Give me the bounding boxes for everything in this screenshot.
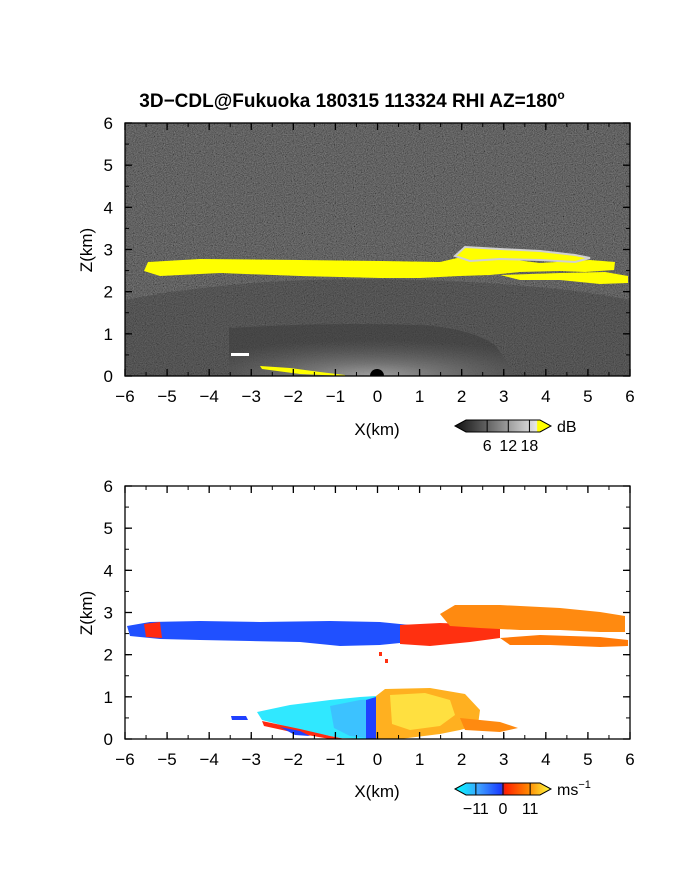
velocity-ylabel: Z(km) (77, 591, 96, 635)
velocity-colorbar-tick-label: 11 (522, 801, 539, 818)
reflectivity-ground-echo (260, 366, 345, 376)
reflectivity-colorbar-bar (453, 419, 553, 433)
velocity-boundary-west-core (330, 699, 376, 739)
velocity-x-tick-label: 3 (499, 750, 508, 769)
velocity-y-tick-label: 1 (104, 688, 113, 707)
velocity-ground-streak-blue (280, 727, 310, 736)
reflectivity-colorbar: 6 12 18 dB (453, 419, 577, 455)
velocity-colorbar-unit: ms−1 (557, 779, 591, 799)
velocity-y-tick-label: 5 (104, 519, 113, 538)
velocity-panel: −6 −5 −4 −3 −2 −1 0 1 2 3 4 5 6 0 1 2 3 4 5 6 X(km) Z(km) −… (77, 477, 635, 818)
velocity-x-tick-label: 1 (415, 750, 424, 769)
reflectivity-x-tick-label: 5 (583, 387, 592, 406)
velocity-x-tick-label: −5 (157, 750, 176, 769)
velocity-x-tick-label: −1 (326, 750, 345, 769)
velocity-field (125, 486, 630, 739)
velocity-y-tick-label: 6 (104, 477, 113, 496)
reflectivity-colorbar-tick-label: 18 (521, 438, 539, 455)
reflectivity-ground-echo-west (231, 353, 249, 356)
reflectivity-x-tick-label: 4 (541, 387, 550, 406)
velocity-x-tick-label: 6 (625, 750, 634, 769)
reflectivity-x-tick-label: 0 (373, 387, 382, 406)
velocity-y-tick-label: 0 (104, 730, 113, 749)
reflectivity-y-tick-label: 1 (104, 325, 113, 344)
reflectivity-x-tick-label: 2 (457, 387, 466, 406)
figure-title: 3D−CDL@Fukuoka 180315 113324 RHI AZ=180o (139, 88, 564, 112)
velocity-cloud-east-lower (500, 635, 628, 647)
reflectivity-ylabel: Z(km) (77, 228, 96, 272)
reflectivity-cloud-lower-east (500, 272, 628, 284)
velocity-colorbar-tick-label: 0 (499, 801, 508, 818)
reflectivity-y-tick-label: 6 (104, 114, 113, 133)
velocity-x-tick-label: 5 (583, 750, 592, 769)
reflectivity-x-tick-label: −3 (242, 387, 261, 406)
velocity-y-tick-label: 3 (104, 604, 113, 623)
velocity-boundary-east-core (390, 693, 455, 730)
velocity-x-tick-label: −2 (284, 750, 303, 769)
reflectivity-colorbar-ticks: 6 12 18 (483, 420, 539, 455)
reflectivity-cloud-upper (453, 245, 591, 264)
reflectivity-x-tick-label: 3 (499, 387, 508, 406)
velocity-x-tick-label: −3 (242, 750, 261, 769)
velocity-x-tick-label: 0 (373, 750, 382, 769)
velocity-x-tick-label: 4 (541, 750, 550, 769)
velocity-axes: −6 −5 −4 −3 −2 −1 0 1 2 3 4 5 6 0 1 2 3 4 5 6 (104, 477, 635, 769)
velocity-ground-streak-west (231, 716, 248, 720)
velocity-x-tick-label: −4 (199, 750, 218, 769)
reflectivity-cloud-layer (144, 255, 615, 278)
reflectivity-y-tick-label: 0 (104, 367, 113, 386)
velocity-ground-streak (262, 721, 345, 739)
reflectivity-y-tick-label: 3 (104, 241, 113, 260)
reflectivity-haze (125, 279, 630, 376)
velocity-cloud-west-patch (144, 622, 162, 638)
reflectivity-x-tick-label: −1 (326, 387, 345, 406)
velocity-xlabel: X(km) (354, 782, 399, 801)
velocity-y-tick-label: 2 (104, 646, 113, 665)
reflectivity-axes: −6 −5 −4 −3 −2 −1 0 1 2 3 4 5 6 0 1 2 3 4 5 6 (104, 114, 635, 406)
velocity-cloud-transition (400, 623, 500, 646)
reflectivity-x-tick-label: −2 (284, 387, 303, 406)
velocity-y-tick-label: 4 (104, 561, 113, 580)
reflectivity-clutter (229, 324, 515, 376)
velocity-cloud-east-upper (440, 605, 625, 632)
reflectivity-colorbar-tick-label: 6 (483, 438, 492, 455)
reflectivity-colorbar-unit: dB (557, 419, 577, 436)
reflectivity-x-tick-label: −5 (157, 387, 176, 406)
reflectivity-x-tick-label: −6 (115, 387, 134, 406)
reflectivity-y-tick-label: 5 (104, 156, 113, 175)
velocity-colorbar: −11 0 11 ms−1 (453, 779, 591, 818)
velocity-cloud-west (127, 621, 410, 646)
velocity-boundary-west-blue-edge (366, 697, 378, 739)
reflectivity-x-tick-label: −4 (199, 387, 218, 406)
velocity-x-tick-label: −6 (115, 750, 134, 769)
reflectivity-y-tick-label: 2 (104, 283, 113, 302)
velocity-speckle-b (385, 659, 388, 663)
reflectivity-colorbar-tick-label: 12 (499, 438, 517, 455)
velocity-colorbar-ticks: −11 0 11 (463, 783, 539, 818)
reflectivity-x-tick-label: 1 (415, 387, 424, 406)
reflectivity-field (125, 123, 630, 376)
reflectivity-x-tick-label: 6 (625, 387, 634, 406)
velocity-speckle-a (379, 652, 382, 656)
velocity-boundary-east-tail (460, 718, 518, 732)
reflectivity-y-tick-label: 4 (104, 198, 113, 217)
velocity-x-tick-label: 2 (457, 750, 466, 769)
reflectivity-xlabel: X(km) (354, 420, 399, 439)
velocity-colorbar-tick-label: −11 (463, 801, 489, 818)
